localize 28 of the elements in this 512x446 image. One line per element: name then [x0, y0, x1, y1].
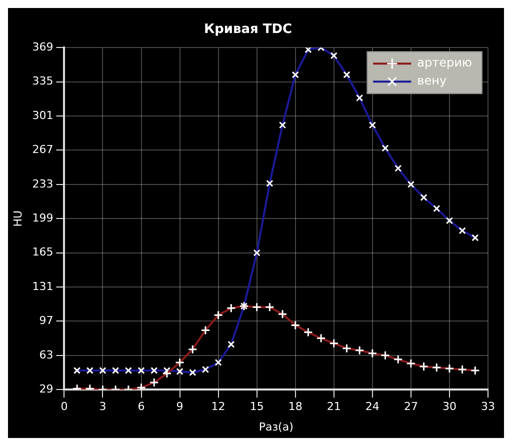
y-tick-label: 267	[32, 143, 54, 156]
y-tick-label: 29	[39, 382, 54, 396]
x-tick-label: 24	[365, 400, 380, 414]
x-tick-label: 9	[176, 400, 184, 414]
x-tick-label: 27	[404, 400, 418, 414]
y-tick-label: 97	[39, 314, 54, 328]
y-tick-label: 335	[32, 74, 54, 88]
x-tick-label: 3	[99, 400, 106, 414]
x-tick-label: 12	[211, 400, 226, 414]
x-tick-label: 6	[138, 400, 145, 414]
x-tick-label: 21	[326, 400, 341, 414]
y-tick-label: 233	[32, 177, 54, 190]
legend-label: вену	[417, 74, 447, 88]
y-tick-label: 165	[32, 246, 54, 259]
x-tick-label: 0	[60, 400, 68, 414]
y-tick-label: 63	[39, 348, 54, 362]
y-tick-label: 301	[32, 108, 54, 122]
y-axis-title: HU	[11, 210, 24, 227]
x-tick-label: 33	[481, 400, 495, 414]
y-tick-label: 131	[32, 280, 54, 293]
x-tick-label: 15	[250, 400, 264, 414]
chart-title: Кривая TDC	[204, 22, 292, 38]
y-tick-label: 369	[32, 40, 54, 54]
legend-label: артерию	[417, 56, 472, 70]
x-tick-label: 30	[442, 400, 456, 414]
y-tick-label: 199	[32, 211, 54, 224]
x-axis-title: Раз(а)	[258, 420, 294, 434]
x-tick-label: 18	[288, 400, 302, 414]
